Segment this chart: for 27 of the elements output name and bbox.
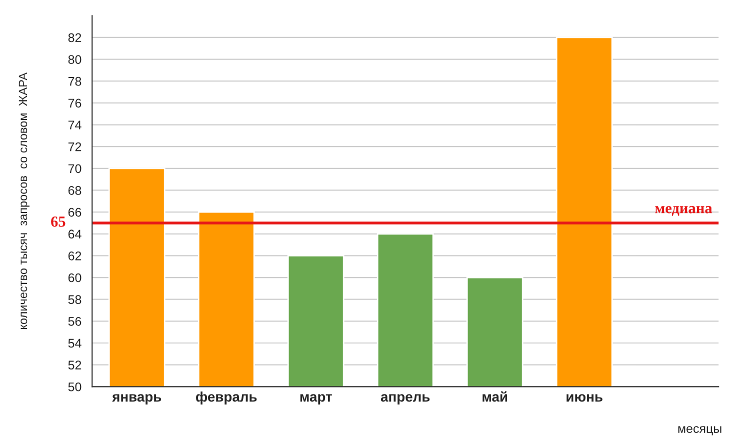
y-tick-label: 70: [68, 164, 82, 174]
y-tick-label: 68: [68, 186, 82, 195]
x-tick-label: февраль: [196, 392, 257, 404]
y-tick-label: 62: [68, 252, 82, 260]
ref-line-label: медиана: [655, 206, 712, 216]
y-tick-label: 50: [68, 382, 82, 392]
y-tick-label: 60: [68, 273, 82, 282]
y-tick-label: 80: [68, 55, 82, 64]
y-tick-label: 64: [68, 230, 82, 239]
y-axis-title: количество тысяч запросов со словом ЖАРА: [18, 72, 30, 330]
y-tick-label: 82: [68, 33, 82, 42]
y-tick-label: 76: [68, 98, 82, 108]
x-tick-label: июнь: [566, 394, 602, 402]
x-tick-label: май: [482, 391, 508, 402]
y-tick-label: 66: [68, 208, 82, 217]
y-tick-label: 78: [68, 76, 82, 86]
y-tick-label: 72: [68, 142, 82, 152]
text: 65: [51, 216, 66, 227]
y-tick-label: 52: [68, 360, 82, 370]
x-tick-label: апрель: [380, 394, 430, 404]
x-tick-label: март: [300, 394, 332, 404]
y-tick-label: 74: [68, 120, 82, 130]
x-tick-label: январь: [112, 394, 162, 404]
y-tick-label: 56: [68, 316, 82, 326]
y-tick-label: 58: [68, 295, 82, 304]
x-axis-title: месяцы: [678, 426, 722, 436]
y-tick-label: 54: [68, 338, 82, 348]
